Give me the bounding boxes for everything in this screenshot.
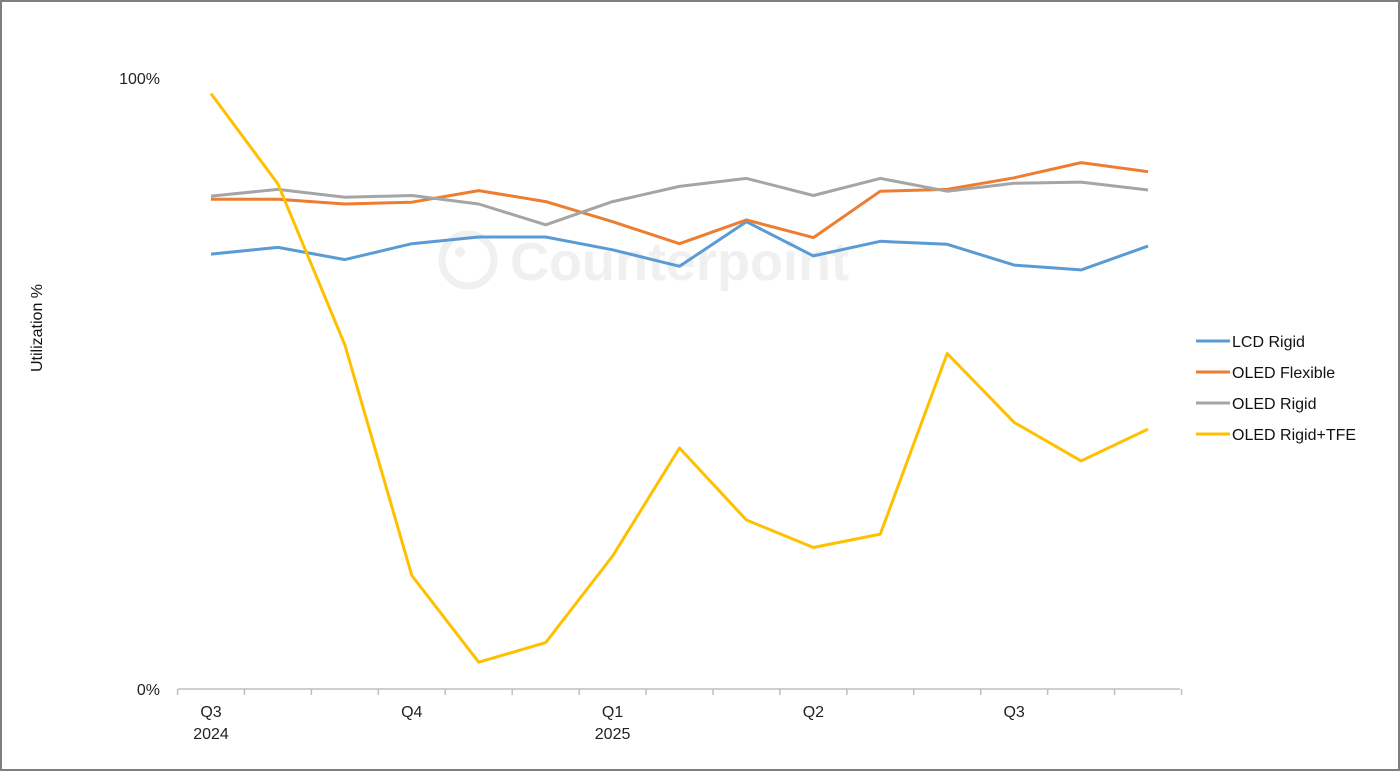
x-tick-label: Q2: [803, 704, 824, 721]
legend: LCD Rigid OLED Flexible OLED Rigid OLED Rig…: [1196, 334, 1356, 444]
x-tick-label-line: Q2: [803, 704, 824, 721]
y-axis-title: Utilization %: [29, 284, 46, 372]
watermark-logo-dot-icon: [455, 247, 465, 257]
legend-label: OLED Rigid+TFE: [1232, 427, 1356, 444]
y-tick-label-0: 0%: [137, 682, 160, 699]
x-tick-label-line: 2024: [193, 726, 229, 743]
series-line-lcd-rigid: [210, 220, 1149, 272]
x-tick-label-line: Q3: [200, 704, 221, 721]
x-tick-label: Q1 2025: [595, 704, 631, 743]
watermark-logo-icon: [438, 230, 498, 290]
legend-label: LCD Rigid: [1232, 334, 1305, 351]
series-lines: [209, 92, 1149, 664]
series-line-oled-rigid-tfe: [209, 92, 1149, 664]
x-tick-label: Q4: [401, 704, 422, 721]
series-line-oled-rigid: [210, 176, 1149, 227]
x-tick-label-line: Q1: [602, 704, 623, 721]
y-ticks: 100% 0%: [119, 71, 160, 699]
x-tick-label-line: Q4: [401, 704, 422, 721]
x-tick-label-line: 2025: [595, 726, 631, 743]
x-tick-label: Q3: [1003, 704, 1024, 721]
y-tick-label-100: 100%: [119, 71, 160, 88]
legend-label: OLED Flexible: [1232, 365, 1335, 382]
x-tick-label: Q3 2024: [193, 704, 229, 743]
x-ticks: Q3 2024 Q4 Q1 2025 Q2 Q3: [176, 689, 1183, 743]
legend-label: OLED Rigid: [1232, 396, 1316, 413]
x-tick-label-line: Q3: [1003, 704, 1024, 721]
watermark: Counterpoint: [438, 230, 849, 292]
series-line-oled-flexible: [211, 161, 1149, 246]
